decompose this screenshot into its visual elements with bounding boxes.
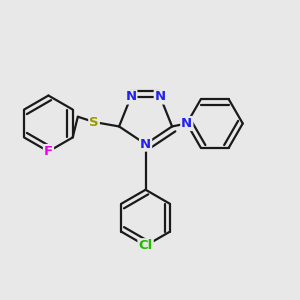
Text: N: N <box>155 91 166 103</box>
Text: N: N <box>125 91 136 103</box>
Text: N: N <box>181 117 192 130</box>
Text: F: F <box>44 145 53 158</box>
Text: N: N <box>140 138 151 151</box>
Text: S: S <box>89 116 99 128</box>
Text: Cl: Cl <box>139 239 153 252</box>
